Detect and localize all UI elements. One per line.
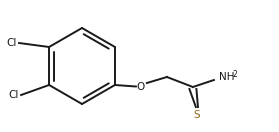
- Text: S: S: [194, 110, 200, 120]
- Text: NH: NH: [219, 72, 234, 82]
- Text: Cl: Cl: [7, 38, 17, 48]
- Text: O: O: [137, 82, 145, 92]
- Text: 2: 2: [233, 70, 238, 79]
- Text: Cl: Cl: [9, 90, 19, 100]
